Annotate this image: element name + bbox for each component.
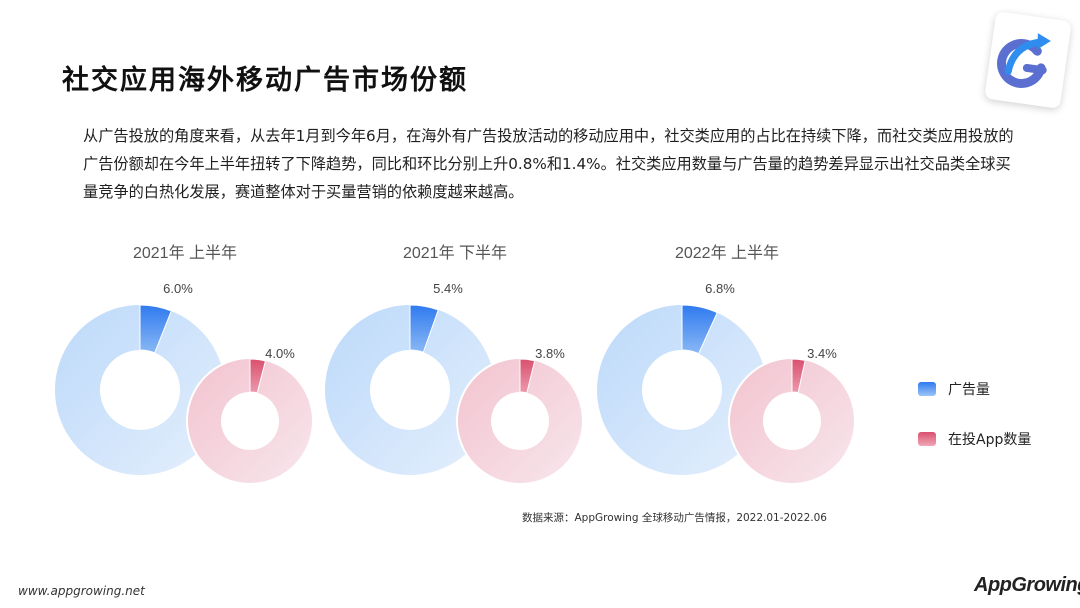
legend-swatch-app	[918, 432, 936, 446]
legend-label-ad: 广告量	[948, 382, 990, 398]
donut-slice-ad	[139, 304, 172, 354]
legend-item-ad: 广告量	[918, 378, 1031, 400]
donut-slice-ad	[681, 304, 718, 355]
data-label-ad: 6.8%	[705, 281, 735, 296]
data-label-ad: 6.0%	[163, 281, 193, 296]
donut-slice-app	[519, 358, 536, 394]
chart-group-title: 2021年 上半年	[133, 244, 237, 262]
data-label-ad: 5.4%	[433, 281, 463, 296]
chart-group-title: 2021年 下半年	[403, 244, 507, 262]
brand-logo: AppGrowing	[974, 574, 1080, 596]
donut-slice-ad	[409, 304, 439, 353]
legend-swatch-ad	[918, 382, 936, 396]
brand-badge-icon	[984, 11, 1072, 109]
data-source-note: 数据来源：AppGrowing 全球移动广告情报，2022.01-2022.06	[522, 512, 827, 524]
donut-slice-app	[249, 358, 267, 394]
data-label-app: 4.0%	[265, 346, 295, 361]
data-label-app: 3.4%	[807, 346, 837, 361]
data-label-app: 3.8%	[535, 346, 565, 361]
intro-paragraph: 从广告投放的角度来看，从去年1月到今年6月，在海外有广告投放活动的移动应用中，社…	[83, 127, 1014, 201]
donut-slice-app-rest	[187, 359, 312, 483]
donut-slice-app-rest	[730, 359, 854, 483]
legend-item-app: 在投App数量	[918, 428, 1031, 450]
legend: 广告量 在投App数量	[918, 378, 1031, 478]
donut-slice-ad-rest	[325, 305, 496, 475]
page-title: 社交应用海外移动广告市场份额	[62, 65, 468, 96]
site-url[interactable]: www.appgrowing.net	[18, 584, 145, 598]
donut-slice-ad-rest	[597, 305, 768, 475]
donut-slice-app	[791, 358, 806, 394]
legend-label-app: 在投App数量	[948, 432, 1032, 448]
donut-slice-app-rest	[458, 359, 582, 483]
donut-charts: 2021年 上半年 6.0% 4.0% 2021年 下半年 5.4% 3.8% 2022年 …	[55, 244, 856, 485]
donut-chart-area: 2021年 上半年 6.0% 4.0% 2021年 下半年 5.4% 3.8% 2022年 …	[0, 225, 1080, 525]
donut-slice-ad-rest	[55, 305, 226, 475]
chart-group-title: 2022年 上半年	[675, 244, 779, 262]
